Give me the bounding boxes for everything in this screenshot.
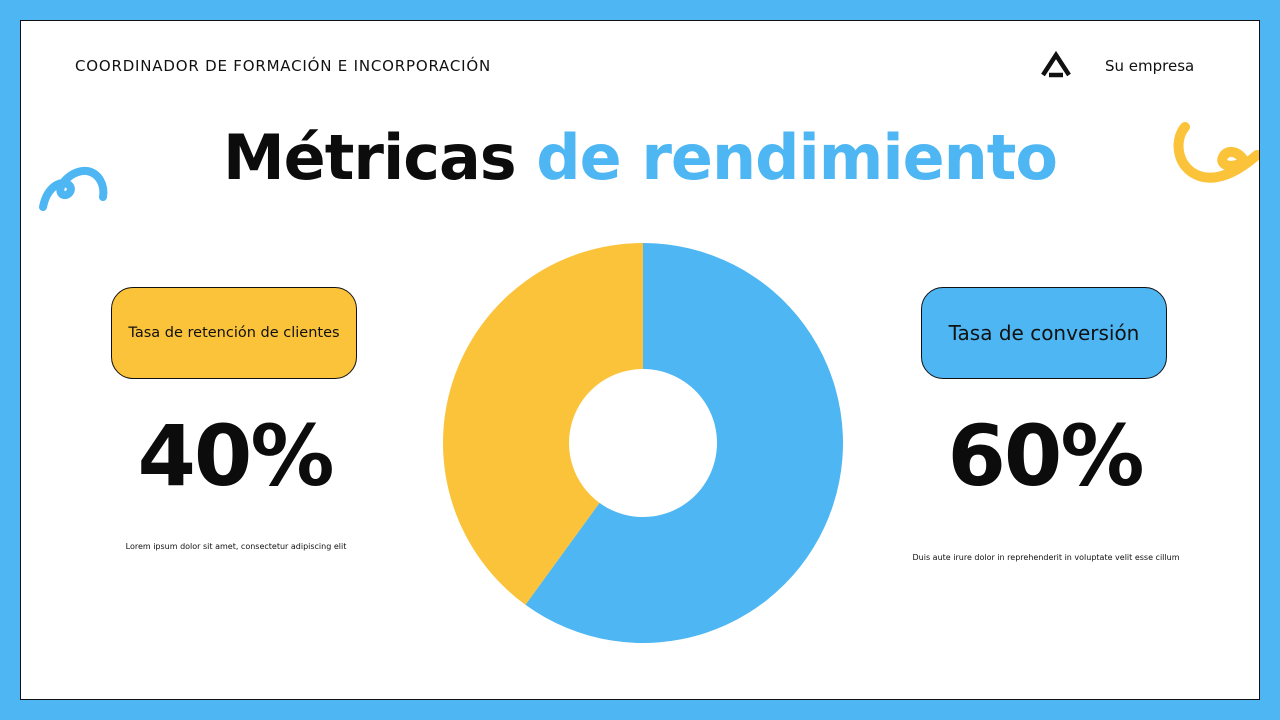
company-name: Su empresa (1105, 57, 1195, 75)
conversion-description: Duis aute irure dolor in reprehenderit i… (912, 553, 1180, 562)
retention-label: Tasa de retención de clientes (128, 325, 340, 341)
title-part-1: Métricas (222, 121, 517, 194)
conversion-label-box: Tasa de conversión (921, 287, 1167, 379)
retention-label-box: Tasa de retención de clientes (111, 287, 357, 379)
slide: COORDINADOR DE FORMACIÓN E INCORPORACIÓN… (20, 20, 1260, 700)
donut-chart (443, 243, 843, 643)
donut-slice-retention (443, 243, 643, 605)
logo-icon (1041, 51, 1071, 78)
squiggle-yellow-icon (1173, 122, 1259, 183)
squiggle-blue-icon (39, 166, 108, 211)
header-title: COORDINADOR DE FORMACIÓN E INCORPORACIÓN (75, 57, 491, 75)
retention-value: 40% (137, 407, 334, 505)
conversion-label: Tasa de conversión (948, 321, 1140, 345)
conversion-value: 60% (947, 407, 1144, 505)
retention-description: Lorem ipsum dolor sit amet, consectetur … (125, 542, 347, 551)
title-part-2: de rendimiento (536, 121, 1058, 194)
page-title: Métricas de rendimiento (21, 121, 1259, 194)
donut-slice-conversion (525, 243, 843, 643)
